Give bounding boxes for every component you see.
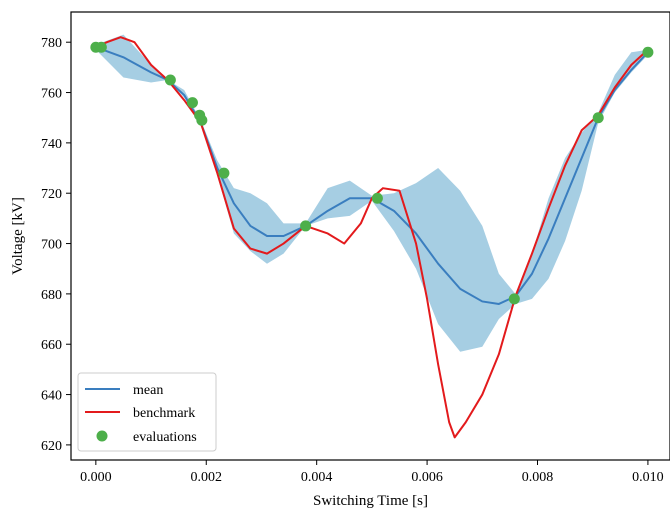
evaluation-point (186, 97, 198, 109)
x-axis-label: Switching Time [s] (313, 493, 428, 508)
legend-mean-label: mean (133, 383, 163, 398)
x-tick-label: 0.006 (411, 470, 443, 485)
x-tick-label: 0.002 (191, 470, 223, 485)
uncertainty-band-layer (95, 34, 648, 352)
y-tick-label: 780 (41, 36, 62, 51)
evaluation-point (196, 114, 208, 126)
y-tick-label: 620 (41, 439, 62, 454)
uncertainty-band (95, 34, 648, 352)
evaluation-point (508, 293, 520, 305)
x-tick-label: 0.004 (301, 470, 333, 485)
evaluation-point (95, 41, 107, 53)
x-tick-label: 0.008 (522, 470, 554, 485)
y-tick-label: 760 (41, 87, 62, 102)
legend-benchmark-label: benchmark (133, 406, 195, 421)
legend-box (77, 372, 217, 452)
legend: mean benchmark evaluations (77, 372, 217, 452)
evaluation-point (164, 74, 176, 86)
x-tick-label: 0.000 (80, 470, 112, 485)
y-tick-label: 720 (41, 187, 62, 202)
evaluation-point (642, 46, 654, 58)
y-tick-label: 700 (41, 238, 62, 253)
y-axis-label: Voltage [kV] (10, 197, 26, 275)
evaluation-point (592, 112, 604, 124)
y-tick-label: 680 (41, 288, 62, 303)
legend-evaluations-swatch (96, 430, 108, 442)
y-tick-label: 640 (41, 389, 62, 404)
plot-frame (70, 11, 670, 461)
y-axis-ticks: 620 640 660 680 700 720 740 760 780 (41, 36, 71, 454)
evaluation-point (218, 167, 230, 179)
benchmark-line (95, 36, 649, 439)
legend-evaluations-label: evaluations (133, 430, 197, 445)
y-tick-label: 740 (41, 137, 62, 152)
evaluation-point (300, 220, 312, 232)
x-tick-label: 0.010 (632, 470, 664, 485)
evaluation-points-layer (90, 41, 654, 305)
y-tick-label: 660 (41, 338, 62, 353)
evaluation-point (371, 192, 383, 204)
x-axis-ticks: 0.000 0.002 0.004 0.006 0.008 0.010 (80, 460, 664, 485)
